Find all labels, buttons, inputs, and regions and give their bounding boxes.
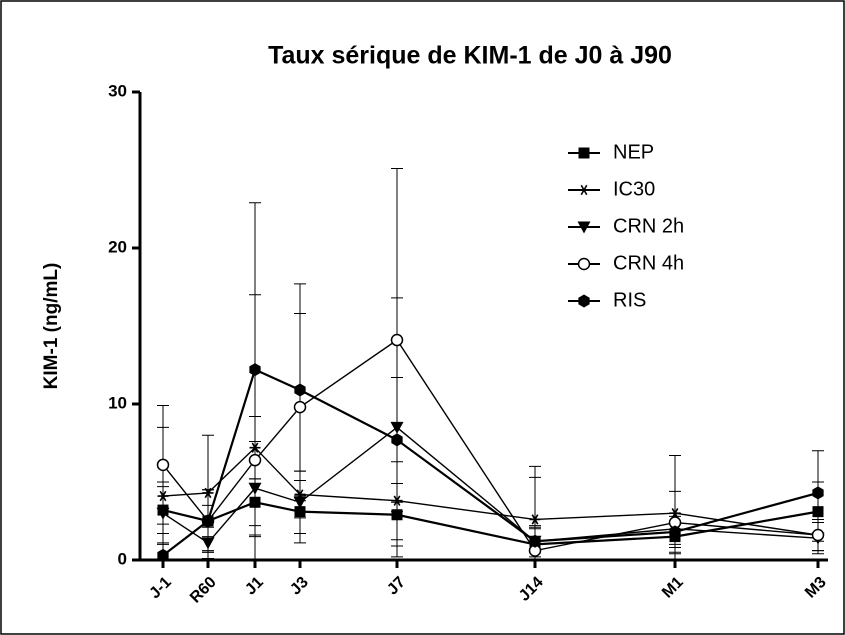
legend-label: NEP [613,141,654,163]
series-line [162,501,819,546]
legend-marker [577,221,591,234]
data-point [249,496,261,508]
chart-title: Taux sérique de KIM-1 de J0 à J90 [268,42,672,70]
legend-marker [577,257,591,271]
legend-label: CRN 2h [613,215,684,237]
data-point [249,442,261,453]
data-point [248,482,262,495]
series-line [162,426,819,544]
series-line [162,446,819,536]
data-point [669,525,681,539]
data-point [391,433,403,447]
legend-marker [578,147,590,159]
data-point [294,506,306,518]
data-point [529,534,541,548]
legend-label: CRN 4h [613,252,684,274]
data-point [294,383,306,397]
y-tick-label: 10 [108,393,127,412]
legend-label: RIS [613,289,646,311]
data-point [811,528,825,542]
series-line [162,368,819,557]
data-point [156,458,170,472]
y-axis-label: KIM-1 (ng/mL) [41,263,62,390]
data-point [390,421,404,434]
data-point [529,514,541,525]
data-point [157,490,169,502]
plot-area [156,167,825,560]
data-point [812,506,824,518]
data-point [202,514,214,528]
data-point [293,400,307,414]
data-point [669,508,681,519]
legend-marker [578,184,590,196]
data-point [293,496,307,509]
data-point [248,453,262,467]
data-point [156,507,170,520]
legend-label: IC30 [613,178,655,200]
data-point [157,548,169,560]
y-tick-label: 0 [118,549,127,568]
data-point [391,509,403,521]
data-point [201,537,215,550]
data-point [812,486,824,500]
legend-marker [578,294,590,308]
y-tick-label: 20 [108,237,127,256]
data-point [202,487,214,499]
data-point [249,363,261,377]
data-point [391,495,403,506]
data-point [390,333,404,347]
series-line [162,339,819,552]
y-tick-label: 30 [108,81,127,100]
